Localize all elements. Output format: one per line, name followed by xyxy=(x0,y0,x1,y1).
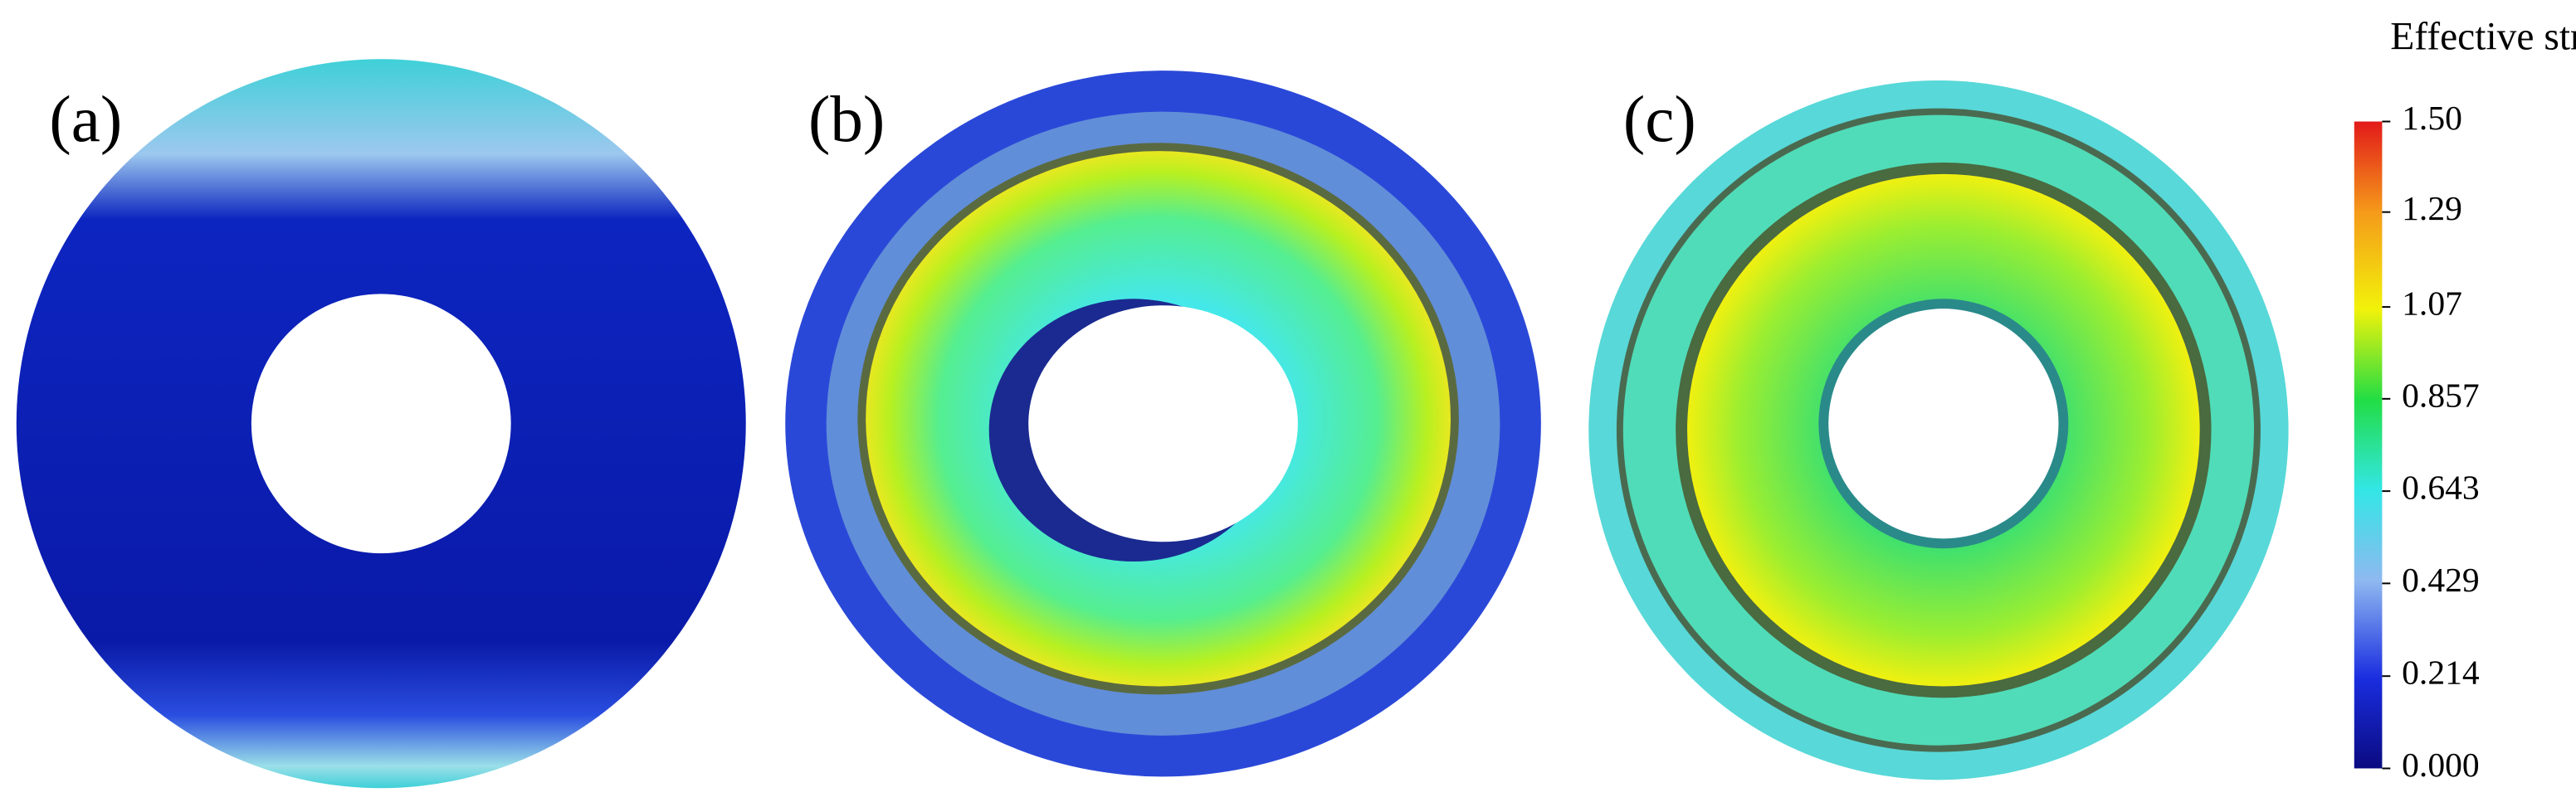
panel-label: (c) xyxy=(1623,83,1696,156)
colorbar-tick-label: 1.07 xyxy=(2402,284,2462,323)
hole-b xyxy=(1028,305,1298,542)
colorbar-title: Effective strain xyxy=(2390,15,2576,58)
colorbar-tick-label: 0.857 xyxy=(2402,376,2480,414)
panel-label: (a) xyxy=(49,83,122,156)
colorbar-tick-label: 0.000 xyxy=(2402,746,2480,784)
colorbar xyxy=(2354,121,2383,769)
colorbar-tick-label: 0.214 xyxy=(2402,654,2480,692)
panel-label: (b) xyxy=(808,83,885,156)
colorbar-tick-label: 1.50 xyxy=(2402,99,2462,137)
colorbar-tick-label: 0.643 xyxy=(2402,469,2480,507)
hole-c xyxy=(1828,309,2059,539)
hole-a xyxy=(251,294,511,554)
colorbar-tick-label: 0.429 xyxy=(2402,561,2480,599)
colorbar-tick-label: 1.29 xyxy=(2402,189,2462,227)
